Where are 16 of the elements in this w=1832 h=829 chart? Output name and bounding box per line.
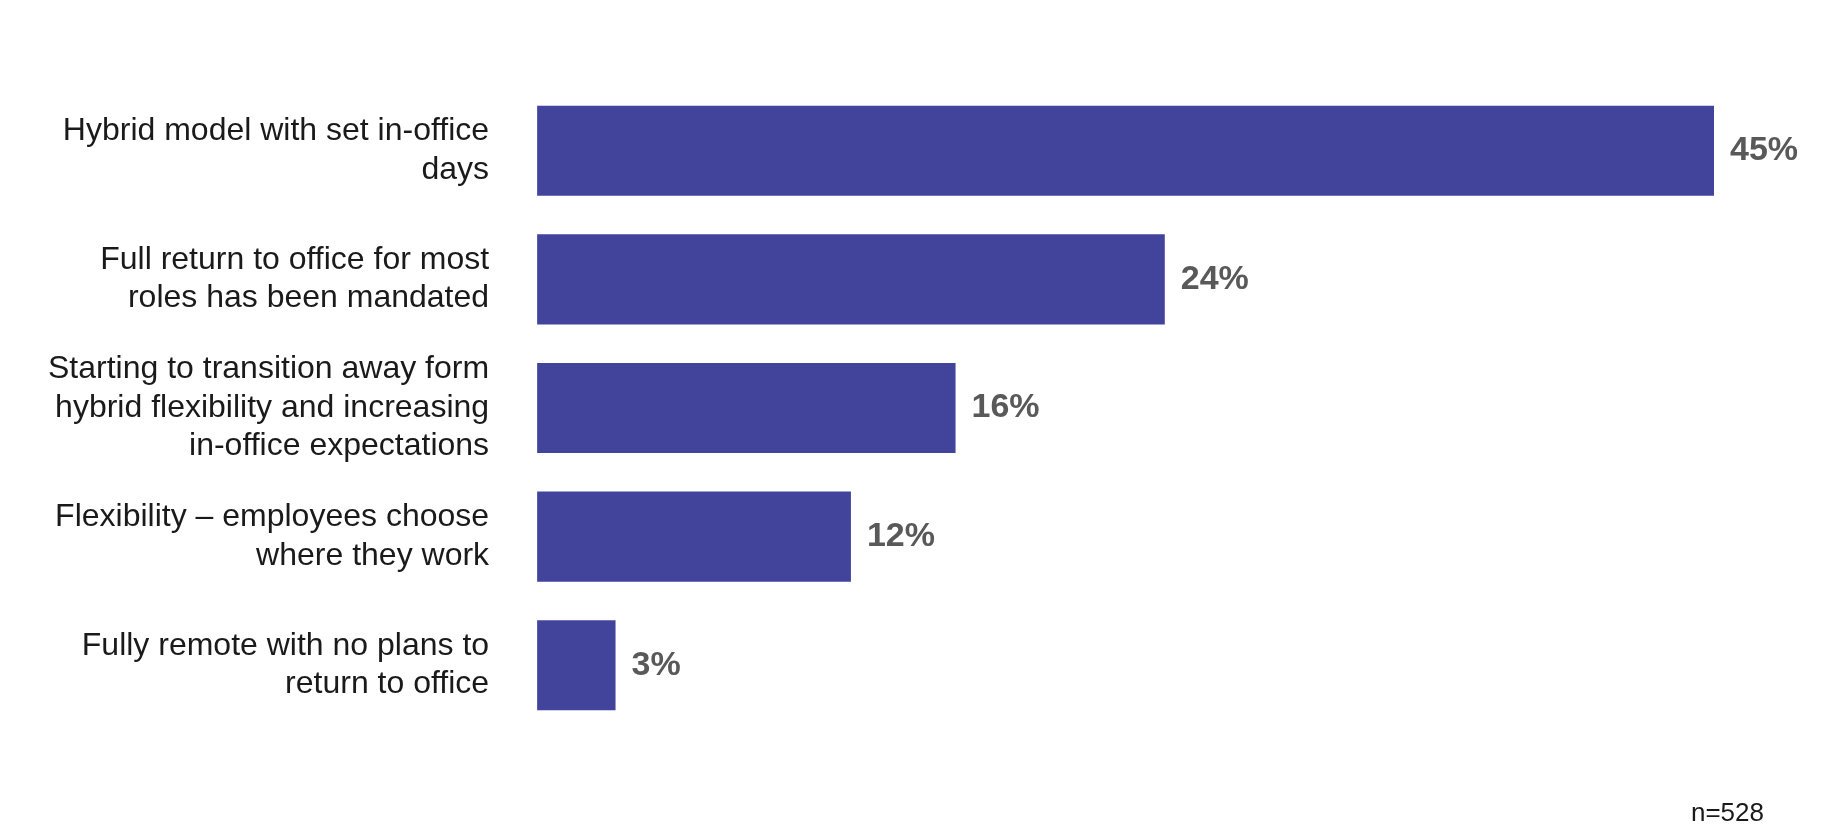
data-label: 45% [1730, 129, 1799, 168]
data-label: 16% [971, 386, 1040, 425]
data-label: 24% [1180, 257, 1249, 296]
y-tick-label: Hybrid model with set in-office days [62, 111, 490, 186]
bar [537, 362, 956, 454]
text: n=528 [1690, 797, 1764, 828]
y-tick-label: Flexibility – employees choose where they work [55, 497, 491, 572]
data-label: 3% [631, 643, 681, 682]
bar [537, 234, 1165, 325]
y-tick-label: Full return to office for most roles has been mandated [100, 239, 490, 315]
y-tick-label: Fully remote with no plans to return to office [81, 625, 490, 701]
data-label: 12% [866, 515, 935, 554]
bar [537, 620, 616, 711]
bar [537, 491, 851, 582]
y-tick-label: Starting to transition away form hybrid flexibility and increasing in-office expectations [48, 349, 490, 463]
bar [537, 105, 1714, 196]
